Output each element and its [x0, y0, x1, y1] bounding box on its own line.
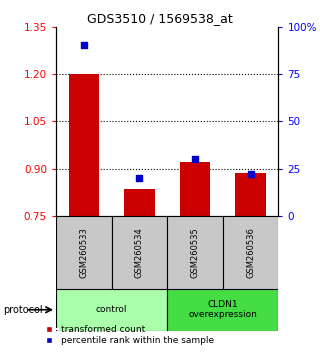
Bar	[235, 173, 266, 216]
Point	[81, 43, 86, 48]
Legend: transformed count, percentile rank within the sample: transformed count, percentile rank withi…	[36, 322, 218, 349]
Text: GSM260535: GSM260535	[190, 227, 199, 278]
Text: GSM260533: GSM260533	[79, 227, 88, 278]
Point	[248, 171, 253, 177]
Text: control: control	[96, 305, 127, 314]
Bar	[167, 289, 278, 331]
Bar	[112, 216, 167, 289]
Bar	[56, 216, 112, 289]
Bar	[223, 216, 278, 289]
Text: protocol: protocol	[3, 305, 43, 315]
Text: GSM260536: GSM260536	[246, 227, 255, 278]
Text: GSM260534: GSM260534	[135, 227, 144, 278]
Point	[192, 156, 197, 162]
Bar	[180, 162, 210, 216]
Text: CLDN1
overexpression: CLDN1 overexpression	[188, 300, 257, 319]
Bar	[68, 74, 99, 216]
Bar	[167, 216, 223, 289]
Bar	[56, 289, 167, 331]
Bar	[124, 189, 155, 216]
Text: GDS3510 / 1569538_at: GDS3510 / 1569538_at	[87, 12, 233, 25]
Point	[137, 175, 142, 181]
